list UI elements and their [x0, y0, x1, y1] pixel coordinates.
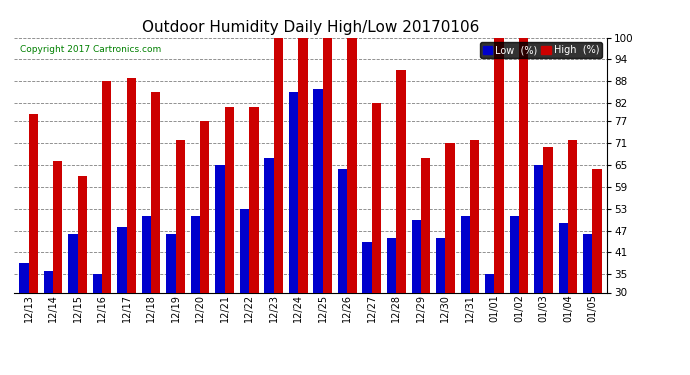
Bar: [298, 38, 308, 292]
Bar: [166, 234, 176, 292]
Bar: [421, 158, 430, 292]
Bar: [68, 234, 77, 292]
Bar: [362, 242, 372, 292]
Bar: [28, 114, 38, 292]
Bar: [240, 209, 249, 292]
Bar: [568, 140, 578, 292]
Bar: [445, 143, 455, 292]
Bar: [470, 140, 479, 292]
Bar: [126, 78, 136, 292]
Bar: [92, 274, 102, 292]
Bar: [411, 220, 421, 292]
Title: Outdoor Humidity Daily High/Low 20170106: Outdoor Humidity Daily High/Low 20170106: [142, 20, 479, 35]
Bar: [142, 216, 151, 292]
Bar: [176, 140, 185, 292]
Bar: [289, 92, 298, 292]
Bar: [249, 107, 259, 292]
Bar: [151, 92, 161, 292]
Bar: [534, 165, 544, 292]
Bar: [313, 88, 323, 292]
Text: Copyright 2017 Cartronics.com: Copyright 2017 Cartronics.com: [20, 45, 161, 54]
Bar: [593, 169, 602, 292]
Bar: [519, 38, 529, 292]
Bar: [323, 38, 332, 292]
Bar: [495, 38, 504, 292]
Bar: [19, 263, 28, 292]
Bar: [274, 38, 283, 292]
Bar: [53, 161, 62, 292]
Bar: [347, 38, 357, 292]
Bar: [43, 271, 53, 292]
Bar: [396, 70, 406, 292]
Bar: [77, 176, 87, 292]
Bar: [436, 238, 445, 292]
Bar: [460, 216, 470, 292]
Bar: [102, 81, 111, 292]
Bar: [200, 121, 210, 292]
Legend: Low  (%), High  (%): Low (%), High (%): [480, 42, 602, 58]
Bar: [264, 158, 274, 292]
Bar: [583, 234, 593, 292]
Bar: [191, 216, 200, 292]
Bar: [225, 107, 234, 292]
Bar: [510, 216, 519, 292]
Bar: [559, 223, 568, 292]
Bar: [485, 274, 495, 292]
Bar: [544, 147, 553, 292]
Bar: [215, 165, 225, 292]
Bar: [387, 238, 396, 292]
Bar: [117, 227, 126, 292]
Bar: [338, 169, 347, 292]
Bar: [372, 103, 381, 292]
